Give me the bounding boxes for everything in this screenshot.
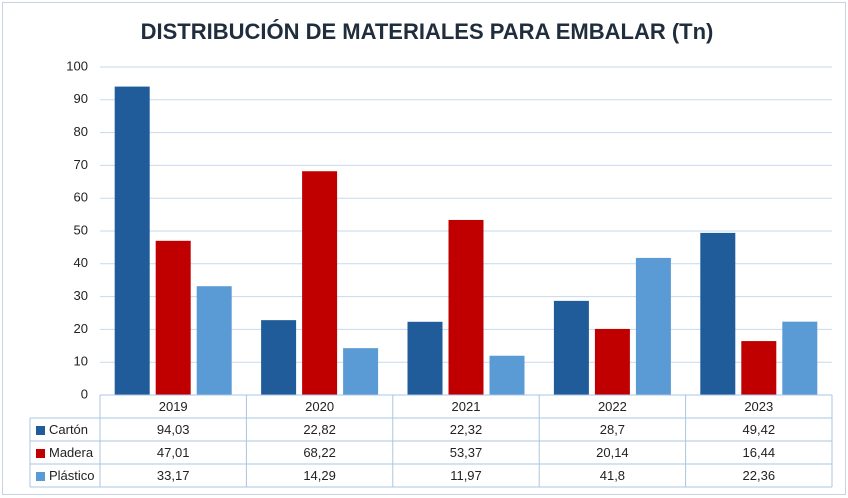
bar [635, 257, 671, 395]
legend-label: Plástico [49, 468, 95, 483]
table-value: 33,17 [157, 468, 190, 483]
bar [343, 348, 379, 395]
y-tick-label: 50 [74, 222, 88, 237]
y-tick-label: 30 [74, 288, 88, 303]
x-tick-label: 2022 [598, 399, 627, 414]
table-value: 22,82 [303, 422, 336, 437]
legend-label: Cartón [49, 422, 88, 437]
table-value: 94,03 [157, 422, 190, 437]
y-tick-label: 40 [74, 255, 88, 270]
table-value: 49,42 [743, 422, 776, 437]
bar [407, 321, 443, 395]
bar [489, 355, 525, 395]
bar [700, 232, 736, 395]
legend-swatch [36, 426, 45, 435]
x-tick-label: 2023 [744, 399, 773, 414]
table-value: 41,8 [600, 468, 625, 483]
y-tick-label: 80 [74, 124, 88, 139]
legend-swatch [36, 472, 45, 481]
y-tick-label: 100 [66, 58, 88, 73]
y-tick-label: 60 [74, 190, 88, 205]
x-tick-label: 2020 [305, 399, 334, 414]
table-value: 20,14 [596, 445, 629, 460]
table-value: 22,36 [743, 468, 776, 483]
table-value: 28,7 [600, 422, 625, 437]
table-value: 47,01 [157, 445, 190, 460]
bar [155, 240, 191, 395]
legend-label: Madera [49, 445, 94, 460]
bar [261, 320, 297, 395]
bar [114, 86, 150, 395]
y-tick-label: 90 [74, 91, 88, 106]
x-tick-label: 2021 [452, 399, 481, 414]
bar [196, 286, 232, 395]
bar [741, 341, 777, 395]
bar [782, 321, 818, 395]
legend-swatch [36, 449, 45, 458]
chart-title: DISTRIBUCIÓN DE MATERIALES PARA EMBALAR … [141, 19, 714, 44]
table-value: 16,44 [743, 445, 776, 460]
y-tick-label: 70 [74, 157, 88, 172]
y-tick-label: 0 [81, 386, 88, 401]
bar [594, 328, 630, 395]
y-tick-label: 10 [74, 354, 88, 369]
x-tick-label: 2019 [159, 399, 188, 414]
table-value: 11,97 [450, 468, 482, 483]
table-value: 68,22 [303, 445, 336, 460]
y-tick-label: 20 [74, 321, 88, 336]
bar [448, 219, 484, 395]
table-value: 22,32 [450, 422, 483, 437]
table-value: 14,29 [303, 468, 336, 483]
table-value: 53,37 [450, 445, 483, 460]
bar [302, 171, 338, 395]
bar [553, 300, 589, 395]
